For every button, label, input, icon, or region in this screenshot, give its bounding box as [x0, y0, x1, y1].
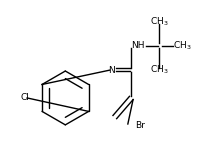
Text: NH: NH [132, 41, 145, 50]
Text: Br: Br [135, 121, 145, 130]
Text: CH$_3$: CH$_3$ [173, 40, 192, 52]
Text: CH$_3$: CH$_3$ [150, 64, 168, 76]
Text: Cl: Cl [20, 93, 29, 103]
Text: N: N [108, 66, 115, 75]
Text: CH$_3$: CH$_3$ [150, 15, 168, 28]
